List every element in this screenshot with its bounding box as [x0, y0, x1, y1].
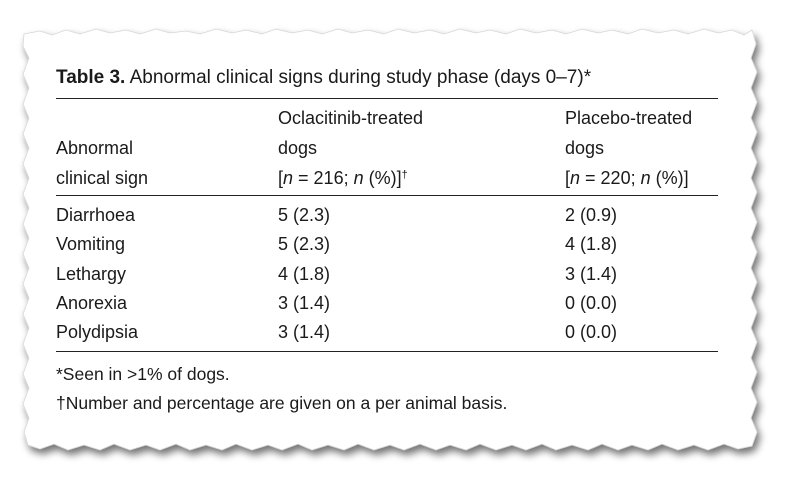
table-footnotes: *Seen in >1% of dogs. †Number and percen…: [56, 360, 718, 418]
table-header: Abnormal clinical sign Oclacitinib-treat…: [56, 99, 718, 195]
header-clinical-sign: Abnormal clinical sign: [56, 133, 266, 193]
table-row: Lethargy 4 (1.8) 3 (1.4): [56, 260, 718, 289]
table-caption-text: Abnormal clinical signs during study pha…: [129, 67, 592, 88]
header-placebo: Placebo-treated dogs [n = 220; n (%)]: [565, 103, 735, 193]
header-col2-line2: dogs: [278, 138, 318, 158]
table-row: Polydipsia 3 (1.4) 0 (0.0): [56, 318, 718, 347]
cell-sign: Lethargy: [56, 263, 127, 284]
cell-sign: Diarrhoea: [56, 205, 136, 225]
cell-placebo: 2 (0.9): [565, 205, 618, 225]
table-row: Anorexia 3 (1.4) 0 (0.0): [56, 289, 718, 318]
header-col3-line1: Placebo-treated: [565, 108, 693, 128]
cell-oclacitinib: 3 (1.4): [278, 322, 331, 343]
header-oclacitinib: Oclacitinib-treated dogs [n = 216; n (%)…: [278, 103, 558, 193]
table-body: Diarrhoea 5 (2.3) 2 (0.9) Vomiting 5 (2.…: [56, 196, 718, 351]
table-row: Diarrhoea 5 (2.3) 2 (0.9): [56, 201, 718, 230]
table-row: Vomiting 5 (2.3) 4 (1.8): [56, 230, 718, 259]
cell-sign: Anorexia: [56, 292, 128, 313]
torn-paper-shape: [22, 28, 758, 451]
header-rule: [56, 195, 718, 196]
table-caption: Table 3. Abnormal clinical signs during …: [56, 66, 718, 90]
header-col1-line1: Abnormal: [56, 138, 134, 158]
cell-placebo: 0 (0.0): [565, 322, 618, 343]
footnote-asterisk: *Seen in >1% of dogs.: [56, 364, 230, 385]
bottom-rule: [56, 351, 718, 353]
table-label: Table 3.: [56, 67, 126, 88]
cell-placebo: 3 (1.4): [565, 263, 618, 284]
header-col1-line2: clinical sign: [56, 168, 149, 188]
table-3: Table 3. Abnormal clinical signs during …: [56, 66, 718, 418]
cell-placebo: 0 (0.0): [565, 292, 618, 313]
top-rule: [56, 98, 718, 99]
header-col3-line2: dogs: [565, 138, 605, 158]
cell-oclacitinib: 4 (1.8): [278, 263, 331, 284]
cell-sign: Vomiting: [56, 234, 126, 255]
header-col2-line1: Oclacitinib-treated: [278, 108, 424, 128]
cell-oclacitinib: 5 (2.3): [278, 234, 331, 255]
cell-oclacitinib: 3 (1.4): [278, 292, 331, 313]
footnote-dagger: †Number and percentage are given on a pe…: [56, 393, 508, 414]
cell-placebo: 4 (1.8): [565, 234, 618, 255]
header-col3-sample-size: [n = 220; n (%)]: [565, 168, 689, 188]
cell-oclacitinib: 5 (2.3): [278, 205, 331, 225]
dagger-mark: †: [401, 169, 408, 181]
header-col2-sample-size: [n = 216; n (%)]†: [278, 168, 408, 188]
cell-sign: Polydipsia: [56, 322, 139, 343]
